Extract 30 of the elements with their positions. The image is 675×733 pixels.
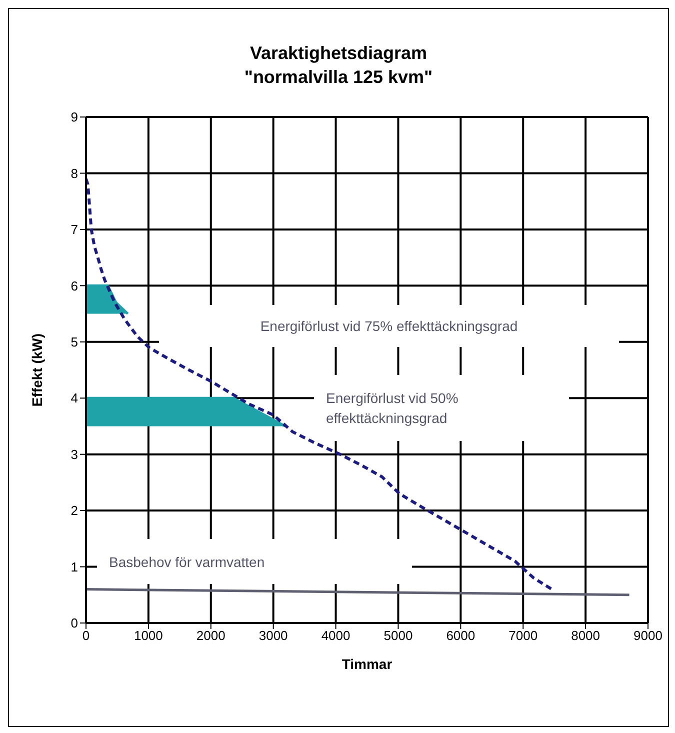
- text-backdrop: Basbehov för varmvatten: [97, 539, 412, 584]
- annotation: Energiförlust vid 75% effekttäckningsgrad: [260, 317, 518, 336]
- y-axis-title: Effekt (kW): [28, 333, 45, 407]
- x-tick-label: 4000: [321, 628, 350, 644]
- x-tick-label: 7000: [508, 628, 538, 644]
- y-tick-label: 2: [70, 503, 78, 518]
- x-tick-label: 5000: [384, 628, 413, 644]
- y-tick-label: 5: [70, 334, 78, 350]
- chart-title: Varaktighetsdiagram "normalvilla 125 kvm": [243, 42, 434, 89]
- x-tick-label: 1000: [134, 628, 163, 644]
- y-tick-label: 7: [70, 222, 78, 238]
- y-tick-label: 9: [70, 110, 78, 125]
- x-tick-label: 2000: [196, 628, 226, 644]
- x-axis-title: Timmar: [342, 656, 393, 672]
- annotation: Basbehov för varmvatten: [109, 552, 265, 572]
- y-tick-label: 3: [70, 446, 78, 462]
- y-tick-label: 0: [70, 616, 78, 631]
- x-tick-label: 6000: [446, 628, 476, 644]
- y-tick-label: 1: [70, 559, 78, 574]
- y-tick-label: 6: [70, 278, 78, 294]
- x-tick-label: 3000: [258, 628, 288, 644]
- y-tick-label: 4: [70, 390, 78, 406]
- text-backdrop: Energiförlust vid 75% effekttäckningsgrad: [159, 305, 619, 347]
- x-tick-label: 8000: [571, 628, 600, 644]
- y-tick-label: 8: [70, 166, 78, 181]
- text-backdrop: Energiförlust vid 50% effekttäckningsgrad: [314, 375, 569, 441]
- x-tick-label: 0: [82, 628, 90, 644]
- annotation: Energiförlust vid 50% effekttäckningsgrad: [326, 389, 458, 428]
- x-tick-label: 9000: [634, 628, 662, 644]
- line-series: [86, 177, 554, 591]
